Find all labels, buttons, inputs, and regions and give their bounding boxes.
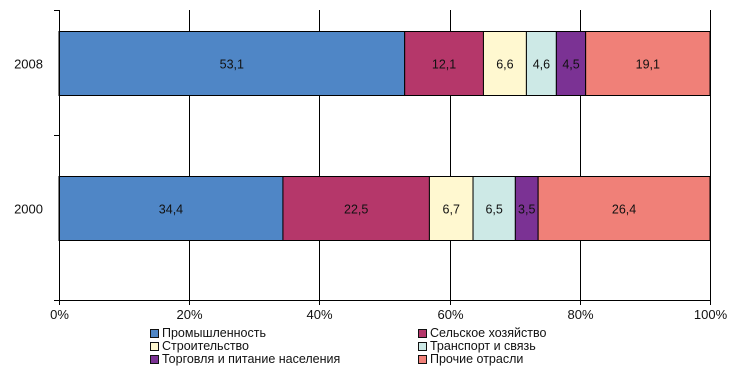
- y-category-label: 2008: [14, 57, 43, 72]
- data-label: 19,1: [636, 58, 660, 72]
- x-tick-label: 0%: [50, 307, 69, 322]
- legend-label: Прочие отрасли: [430, 352, 524, 366]
- data-label: 4,5: [562, 58, 579, 72]
- bar-segment: [525, 31, 557, 96]
- legend-item-construction: Строительство: [150, 339, 249, 353]
- bars: 53,1 12,1 6,6 4,6 4,5 19,1 34,4 22,5 6,7 6,5 3,5 26…: [58, 31, 711, 241]
- legend-item-other: Прочие отрасли: [418, 352, 523, 366]
- legend-label: Строительство: [162, 339, 249, 353]
- bar-segment: [428, 176, 474, 241]
- legend-label: Транспорт и связь: [430, 339, 536, 353]
- legend-label: Торговля и питание населения: [162, 352, 341, 366]
- x-tick-label: 100%: [694, 307, 728, 322]
- legend-swatch: [150, 342, 159, 351]
- data-label: 6,6: [496, 58, 513, 72]
- x-tick-label: 80%: [567, 307, 593, 322]
- legend-swatch: [418, 342, 427, 351]
- data-label: 4,6: [533, 58, 550, 72]
- bar-segment: [537, 176, 711, 241]
- legend-item-industry: Промышленность: [150, 326, 266, 340]
- legend-label: Промышленность: [162, 326, 266, 340]
- x-tick-label: 60%: [437, 307, 463, 322]
- legend-item-agriculture: Сельское хозяйство: [418, 326, 546, 340]
- legend-swatch: [418, 355, 427, 364]
- data-label: 3,5: [518, 203, 535, 217]
- data-label: 22,5: [344, 203, 368, 217]
- data-label: 12,1: [432, 58, 456, 72]
- y-category-label: 2000: [14, 202, 43, 217]
- data-label: 6,7: [443, 203, 460, 217]
- bar-segment: [58, 176, 284, 241]
- x-tick-label: 40%: [306, 307, 332, 322]
- legend-label: Сельское хозяйство: [430, 326, 547, 340]
- bar-segment: [282, 176, 430, 241]
- data-label: 34,4: [159, 203, 183, 217]
- data-label: 6,5: [485, 203, 502, 217]
- bar-segment: [585, 31, 711, 96]
- bar-segment: [555, 31, 587, 96]
- x-tick-label: 20%: [176, 307, 202, 322]
- legend-item-trade: Торговля и питание населения: [150, 352, 340, 366]
- legend-swatch: [418, 329, 427, 338]
- axes: 0% 20% 40% 60% 80% 100% 2008 2000: [14, 10, 728, 322]
- legend-swatch: [150, 329, 159, 338]
- bar-segment: [58, 31, 406, 96]
- legend-swatch: [150, 355, 159, 364]
- data-label: 53,1: [220, 58, 244, 72]
- data-label: 26,4: [612, 203, 636, 217]
- bar-segment: [472, 176, 516, 241]
- legend-item-transport: Транспорт и связь: [418, 339, 536, 353]
